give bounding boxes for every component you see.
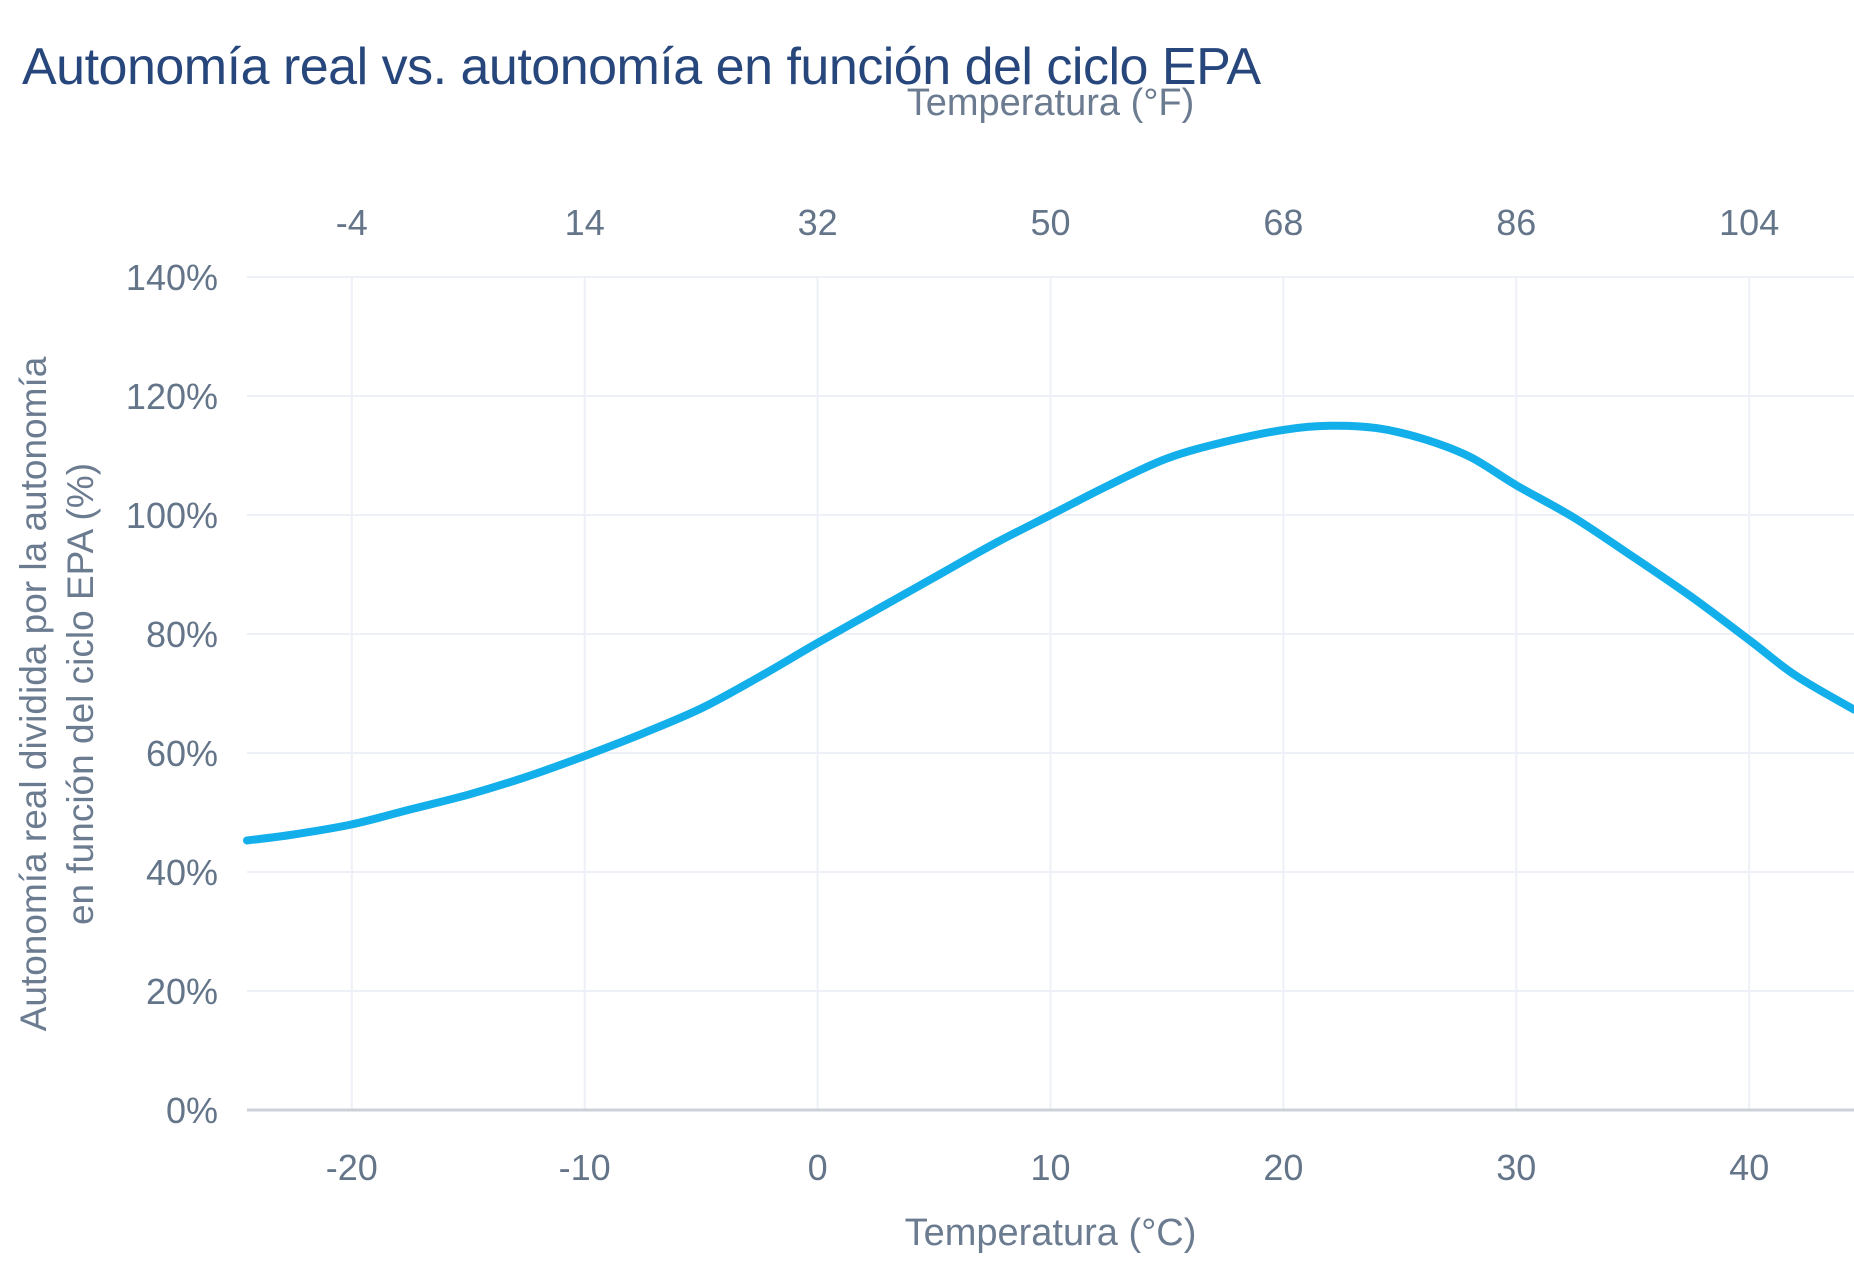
- y-tick-label: 120%: [126, 376, 218, 417]
- top-x-tick-label: -4: [336, 202, 368, 243]
- top-x-tick-label: 32: [798, 202, 838, 243]
- top-x-tick-label: 68: [1263, 202, 1303, 243]
- x-tick-label: -20: [326, 1147, 378, 1188]
- bottom-tick-labels-group: -20 -10 0 10 20 30 40: [326, 1147, 1769, 1188]
- y-tick-label: 140%: [126, 257, 218, 298]
- y-axis-title: Autonomía real dividida por la autonomía…: [10, 357, 104, 1032]
- y-tick-labels-group: 0% 20% 40% 60% 80% 100% 120% 140%: [126, 257, 218, 1131]
- x-tick-label: 20: [1263, 1147, 1303, 1188]
- y-axis-title-line2: en función del ciclo EPA (%): [60, 462, 101, 926]
- x-tick-label: 30: [1496, 1147, 1536, 1188]
- series-line: [243, 421, 1854, 845]
- chart-title: Autonomía real vs. autonomía en función …: [22, 37, 1261, 96]
- y-tick-label: 80%: [146, 614, 218, 655]
- y-tick-label: 20%: [146, 971, 218, 1012]
- y-tick-label: 0%: [166, 1090, 218, 1131]
- y-tick-label: 60%: [146, 733, 218, 774]
- y-gridlines-group: [247, 276, 1854, 992]
- top-x-tick-label: 86: [1496, 202, 1536, 243]
- bottom-axis-title: Temperatura (°C): [904, 1212, 1197, 1254]
- top-x-tick-label: 104: [1719, 202, 1779, 243]
- y-axis-title-line1: Autonomía real dividida por la autonomía: [13, 356, 54, 1032]
- x-tick-label: -10: [559, 1147, 611, 1188]
- top-x-tick-label: 14: [565, 202, 605, 243]
- y-tick-label: 100%: [126, 495, 218, 536]
- top-axis-title: Temperatura (°F): [906, 82, 1195, 124]
- y-tick-label: 40%: [146, 852, 218, 893]
- series-group: [243, 421, 1854, 845]
- x-tick-label: 0: [808, 1147, 828, 1188]
- top-tick-labels-group: -4 14 32 50 68 86 104: [336, 202, 1779, 243]
- top-x-tick-label: 50: [1030, 202, 1070, 243]
- x-tick-label: 40: [1729, 1147, 1769, 1188]
- x-tick-label: 10: [1030, 1147, 1070, 1188]
- x-gridlines-group: [350, 277, 1751, 1110]
